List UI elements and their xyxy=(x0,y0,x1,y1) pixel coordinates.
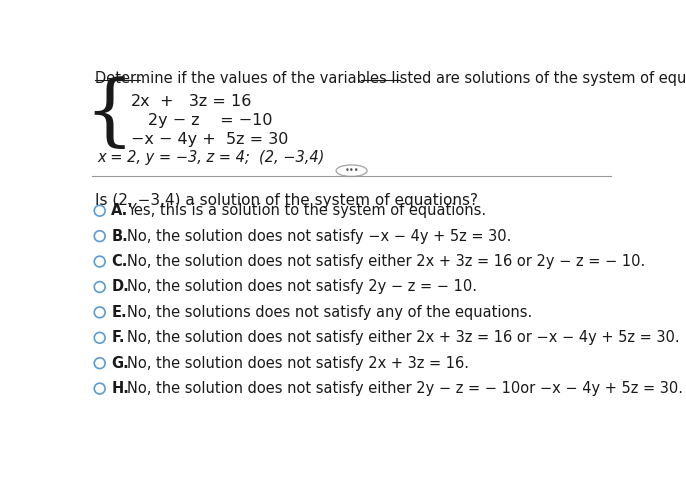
Text: No, the solution does not satisfy 2y − z = − 10.: No, the solution does not satisfy 2y − z… xyxy=(127,279,477,294)
Text: Is (2, −3,4) a solution of the system of equations?: Is (2, −3,4) a solution of the system of… xyxy=(95,193,478,208)
Text: B.: B. xyxy=(111,229,128,244)
Text: x = 2, y = −3, z = 4;  (2, −3,4): x = 2, y = −3, z = 4; (2, −3,4) xyxy=(97,150,324,165)
Text: E.: E. xyxy=(111,305,127,320)
Text: 2y − z    = −10: 2y − z = −10 xyxy=(147,113,272,128)
Text: Determine if the values of the variables listed are solutions of the system of e: Determine if the values of the variables… xyxy=(95,70,686,86)
Text: C.: C. xyxy=(111,254,128,269)
Text: No, the solution does not satisfy −x − 4y + 5z = 30.: No, the solution does not satisfy −x − 4… xyxy=(127,229,511,244)
Text: No, the solution does not satisfy either 2x + 3z = 16 or 2y − z = − 10.: No, the solution does not satisfy either… xyxy=(127,254,645,269)
Text: +   3z = 16: + 3z = 16 xyxy=(160,93,252,109)
Text: No, the solutions does not satisfy any of the equations.: No, the solutions does not satisfy any o… xyxy=(127,305,532,320)
Text: A.: A. xyxy=(111,203,128,218)
Text: D.: D. xyxy=(111,279,129,294)
Text: Yes, this is a solution to the system of equations.: Yes, this is a solution to the system of… xyxy=(127,203,486,218)
Text: G.: G. xyxy=(111,356,129,370)
Text: 2x: 2x xyxy=(131,93,150,109)
Text: •••: ••• xyxy=(344,166,359,175)
Text: No, the solution does not satisfy either 2x + 3z = 16 or −x − 4y + 5z = 30.: No, the solution does not satisfy either… xyxy=(127,330,679,345)
Text: H.: H. xyxy=(111,381,129,396)
Text: No, the solution does not satisfy 2x + 3z = 16.: No, the solution does not satisfy 2x + 3… xyxy=(127,356,469,370)
Text: −x − 4y +  5z = 30: −x − 4y + 5z = 30 xyxy=(131,132,288,147)
Text: {: { xyxy=(84,77,134,153)
Text: F.: F. xyxy=(111,330,125,345)
Text: No, the solution does not satisfy either 2y − z = − 10or −x − 4y + 5z = 30.: No, the solution does not satisfy either… xyxy=(127,381,683,396)
